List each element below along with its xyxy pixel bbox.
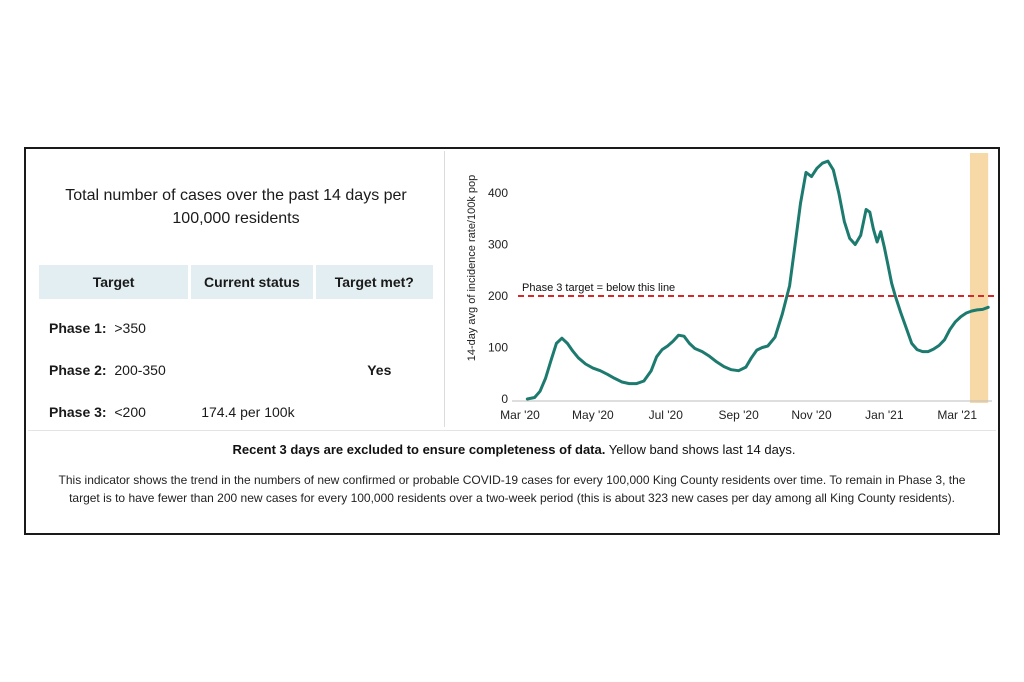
data-note: Recent 3 days are excluded to ensure com…: [26, 442, 1002, 457]
indicator-description: This indicator shows the trend in the nu…: [58, 473, 966, 505]
x-tick-label: Mar '21: [937, 408, 977, 422]
header-current-status: Current status: [191, 265, 313, 299]
data-note-normal: Yellow band shows last 14 days.: [605, 442, 796, 457]
status-cell: [191, 349, 312, 391]
header-target: Target: [39, 265, 189, 299]
targets-table: Target Current status Target met? Phase …: [36, 265, 436, 433]
target-met-cell: [316, 391, 433, 433]
dashboard-panel: Total number of cases over the past 14 d…: [24, 147, 1000, 535]
status-cell: 174.4 per 100k: [201, 404, 295, 420]
x-tick-label: Nov '20: [791, 408, 832, 422]
data-note-bold: Recent 3 days are excluded to ensure com…: [232, 442, 606, 457]
incidence-series-line: [525, 159, 990, 401]
incidence-chart: 0 100 200 300 400 14-day avg of incidence rat…: [466, 153, 996, 422]
phase-range: 200-350: [114, 362, 166, 378]
phase-label: Phase 2:: [49, 362, 107, 378]
phase-label: Phase 1:: [49, 320, 107, 336]
targets-panel: Total number of cases over the past 14 d…: [26, 149, 444, 429]
table-row: Phase 3: <200 174.4 per 100k: [39, 391, 433, 433]
target-met-cell: [316, 299, 433, 349]
y-tick-label: 0: [501, 392, 508, 406]
section-divider: [28, 430, 996, 431]
target-met-cell: Yes: [367, 362, 392, 378]
target-annotation: Phase 3 target = below this line: [522, 282, 675, 294]
panel-divider: [444, 151, 445, 427]
phase-label: Phase 3:: [49, 404, 107, 420]
last-14-days-band: [969, 153, 989, 403]
phase-range: <200: [114, 404, 146, 420]
y-tick-label: 300: [488, 238, 508, 252]
phase-cell: Phase 2: 200-350: [39, 349, 188, 391]
y-tick-label: 400: [488, 186, 508, 200]
table-row: Phase 2: 200-350 Yes: [39, 349, 433, 391]
header-target-met: Target met?: [315, 265, 433, 299]
phase-range: >350: [114, 320, 146, 336]
table-row: Phase 1: >350: [39, 299, 433, 349]
status-cell: [191, 299, 312, 349]
x-tick-label: Jul '20: [649, 408, 684, 422]
phase-cell: Phase 3: <200: [39, 391, 188, 433]
x-tick-label: May '20: [572, 408, 614, 422]
phase-cell: Phase 1: >350: [39, 299, 188, 349]
x-tick-label: Jan '21: [865, 408, 904, 422]
y-axis-label: 14-day avg of incidence rate/100k pop: [466, 175, 478, 362]
panel-title: Total number of cases over the past 14 d…: [65, 187, 407, 227]
x-tick-label: Sep '20: [718, 408, 759, 422]
x-tick-label: Mar '20: [500, 408, 540, 422]
y-tick-label: 200: [488, 289, 508, 303]
y-tick-label: 100: [488, 341, 508, 355]
